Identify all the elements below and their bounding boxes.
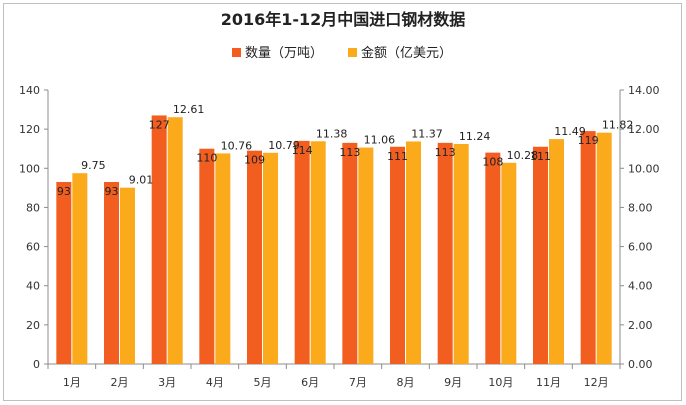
bar-amount (453, 144, 469, 364)
data-label-quantity: 111 (530, 150, 551, 163)
x-tick-label: 12月 (584, 376, 609, 389)
data-label-amount: 11.24 (459, 130, 491, 143)
data-label-amount: 12.61 (173, 103, 205, 116)
x-tick-label: 7月 (349, 376, 367, 389)
x-tick-label: 6月 (301, 376, 319, 389)
bar-quantity (294, 140, 310, 364)
x-tick-label: 5月 (254, 376, 272, 389)
x-tick-label: 2月 (111, 376, 129, 389)
data-label-quantity: 114 (292, 144, 313, 157)
bar-amount (167, 117, 183, 364)
bar-amount (358, 147, 374, 364)
bar-amount (310, 141, 326, 364)
legend-label-amount: 金额（亿美元） (361, 45, 452, 61)
y-right-tick-label: 14.00 (628, 84, 660, 97)
bars (56, 115, 612, 364)
bar-amount (549, 139, 564, 364)
data-labels: 939.75939.0112712.6111010.7610910.791141… (57, 103, 634, 198)
x-tick-label: 10月 (488, 376, 513, 389)
bar-quantity (533, 146, 548, 364)
bar-amount (72, 173, 88, 364)
data-label-quantity: 108 (482, 156, 503, 169)
chart-title: 2016年1-12月中国进口钢材数据 (220, 10, 466, 29)
data-label-amount: 10.28 (507, 149, 539, 162)
bar-quantity (390, 146, 405, 364)
bar-quantity (342, 142, 358, 364)
bar-quantity (104, 181, 119, 364)
y-right-tick-label: 12.00 (628, 123, 660, 136)
y-left-tick-label: 80 (26, 201, 40, 214)
y-left-tick-label: 20 (26, 319, 40, 332)
data-label-amount: 9.75 (81, 159, 106, 172)
bar-amount (501, 162, 517, 364)
data-label-amount: 11.06 (364, 134, 396, 147)
bar-quantity (56, 181, 72, 364)
data-label-quantity: 119 (578, 134, 599, 147)
bar-quantity (437, 142, 453, 364)
y-left-tick-label: 0 (33, 358, 40, 371)
bar-amount (120, 187, 135, 364)
axes: 0 20 40 60 80 100 120 140 0.00 2.00 4.00 6.00 8.00 10… (19, 84, 660, 389)
bar-quantity (151, 115, 167, 364)
legend-label-quantity: 数量（万吨） (245, 46, 323, 61)
data-label-quantity: 113 (435, 146, 456, 159)
data-label-quantity: 127 (149, 118, 170, 131)
bar-quantity (199, 148, 215, 364)
x-tick-label: 1月 (63, 376, 81, 389)
bar-amount (406, 141, 421, 364)
data-label-amount: 11.37 (411, 127, 443, 140)
data-label-quantity: 111 (387, 150, 408, 163)
y-right-tick-label: 6.00 (628, 241, 653, 254)
bar-amount (263, 152, 278, 364)
data-label-amount: 11.49 (554, 125, 586, 138)
data-label-amount: 9.01 (129, 174, 154, 187)
data-label-quantity: 110 (196, 152, 217, 165)
x-tick-label: 8月 (397, 376, 415, 389)
y-right-tick-label: 4.00 (628, 280, 653, 293)
y-right-tick-label: 8.00 (628, 201, 653, 214)
y-right-tick-label: 10.00 (628, 162, 660, 175)
x-tick-label: 11月 (536, 376, 561, 389)
data-label-quantity: 93 (57, 185, 71, 198)
data-label-quantity: 109 (244, 154, 265, 167)
bar-amount (215, 153, 231, 364)
data-label-amount: 10.79 (268, 139, 300, 152)
bar-quantity (485, 152, 501, 364)
y-right-tick-label: 0.00 (628, 358, 653, 371)
y-left-tick-label: 140 (19, 84, 40, 97)
data-label-amount: 10.76 (221, 139, 253, 152)
x-tick-label: 9月 (444, 376, 462, 389)
bar-amount (596, 132, 612, 364)
data-label-amount: 11.38 (316, 127, 348, 140)
data-label-amount: 11.82 (602, 119, 634, 132)
y-left-tick-label: 40 (26, 280, 40, 293)
y-left-tick-label: 120 (19, 123, 40, 136)
bar-quantity (247, 150, 262, 364)
x-tick-label: 4月 (206, 376, 224, 389)
legend: 数量（万吨） 金额（亿美元） (232, 45, 452, 61)
y-right-tick-label: 2.00 (628, 319, 653, 332)
y-left-tick-label: 60 (26, 241, 40, 254)
legend-swatch-amount (348, 48, 357, 57)
bar-quantity (580, 131, 596, 364)
data-label-quantity: 93 (105, 185, 119, 198)
legend-swatch-quantity (232, 48, 241, 57)
data-label-quantity: 113 (339, 146, 360, 159)
y-left-tick-label: 100 (19, 162, 40, 175)
x-tick-label: 3月 (158, 376, 176, 389)
